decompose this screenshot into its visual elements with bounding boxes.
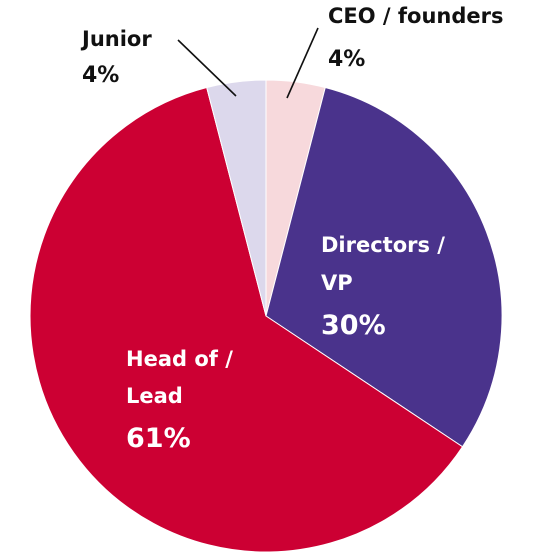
leader-line-junior: [177, 39, 237, 97]
slice-label-junior: Junior: [80, 27, 152, 51]
pie-slice-directors-vp: [265, 86, 503, 448]
slice-label-directors-vp-line2: VP: [321, 271, 353, 295]
slice-label-directors-vp-line1: Directors /: [321, 233, 445, 257]
slice-value-ceo-founders: 4%: [328, 47, 365, 72]
slice-value-head-of-lead: 61%: [126, 423, 191, 454]
slice-label-head-of-lead-line1: Head of /: [126, 347, 233, 371]
slice-label-ceo-founders: CEO / founders: [328, 4, 504, 28]
pie-slice-junior: [206, 79, 267, 317]
slice-value-directors-vp: 30%: [321, 310, 386, 341]
pie-slices: [29, 79, 503, 553]
pie-slice-head-of-lead: [29, 86, 464, 553]
slice-value-junior: 4%: [82, 63, 119, 88]
leader-line-ceo-founders: [286, 27, 319, 99]
slice-label-head-of-lead-line2: Lead: [126, 384, 183, 408]
